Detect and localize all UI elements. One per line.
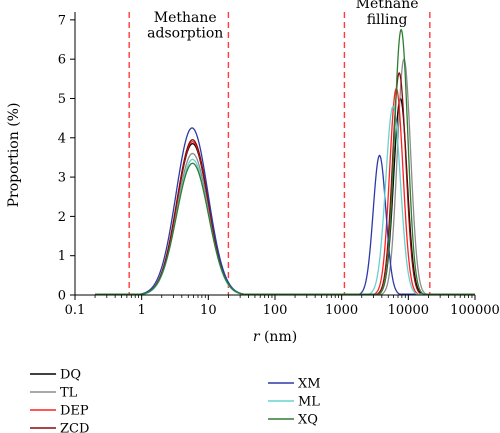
y-ticks: 0 1 2 3 4 5 6 7 (58, 13, 75, 304)
x-ticks: 0.1 1 10 100 1000 10000 100000 (65, 295, 500, 318)
y-tick-label: 5 (58, 92, 66, 107)
y-tick-label: 6 (58, 53, 66, 68)
region-annotation: Methane (154, 10, 217, 26)
x-tick-label: 10000 (388, 303, 429, 318)
y-tick-label: 7 (58, 13, 66, 28)
legend: DQ TL DEP ZCD XM ML XQ (30, 368, 321, 433)
series-line-tl (95, 58, 475, 295)
x-tick-label: 10 (200, 303, 217, 318)
series-line-dep (95, 88, 475, 295)
y-tick-label: 4 (58, 131, 66, 146)
legend-label: DEP (60, 404, 89, 419)
x-axis-variable: r (253, 329, 261, 345)
x-tick-label: 100000 (450, 303, 500, 318)
series-line-xq (95, 28, 475, 295)
legend-label: DQ (60, 368, 81, 383)
axes (74, 12, 475, 296)
series-lines (95, 28, 475, 295)
y-tick-label: 3 (58, 171, 66, 186)
region-annotation: filling (367, 12, 408, 28)
y-tick-label: 1 (58, 249, 66, 264)
legend-label: ML (298, 395, 320, 410)
x-tick-label: 0.1 (65, 303, 86, 318)
region-annotation: adsorption (147, 26, 223, 42)
y-axis-title: Proportion (%) (6, 103, 22, 208)
legend-label: TL (60, 386, 78, 401)
legend-label: XM (298, 377, 321, 392)
series-line-zcd (95, 72, 475, 295)
y-tick-label: 2 (58, 210, 66, 225)
y-tick-label: 0 (58, 289, 66, 304)
legend-label: ZCD (60, 422, 89, 433)
x-tick-label: 100 (263, 303, 288, 318)
x-tick-label: 1 (138, 303, 146, 318)
region-boundaries (128, 12, 431, 295)
region-annotation: Methane (356, 0, 419, 12)
x-axis-title: r (nm) (253, 329, 297, 345)
x-tick-label: 1000 (325, 303, 358, 318)
legend-label: XQ (298, 413, 318, 428)
x-axis-unit: (nm) (260, 329, 298, 345)
